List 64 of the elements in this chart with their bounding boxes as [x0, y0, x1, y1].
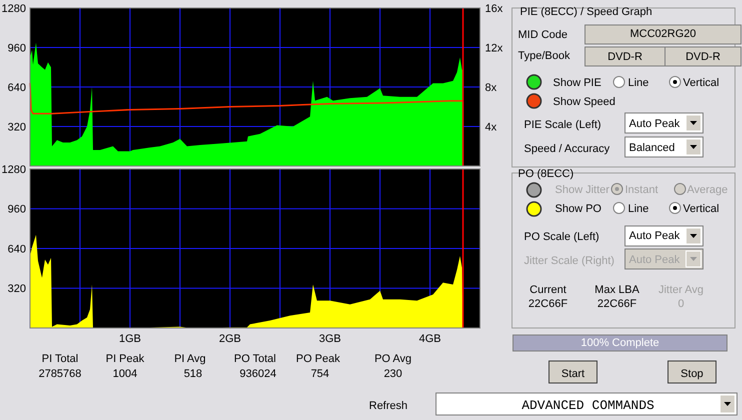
- y-tick-label: 640: [8, 243, 26, 256]
- text: 0: [678, 298, 684, 310]
- text: PO Avg: [374, 353, 412, 365]
- text: PIE (8ECC) / Speed Graph: [520, 6, 652, 18]
- text: Vertical: [683, 77, 720, 89]
- y2-tick-label: 4x: [485, 121, 498, 134]
- text: Balanced: [629, 142, 675, 154]
- text: MCC02RG20: [630, 28, 696, 40]
- text: 230: [384, 368, 402, 380]
- text: Vertical: [683, 203, 720, 215]
- text: MID Code: [518, 29, 568, 41]
- y2-tick-label: 8x: [485, 82, 498, 94]
- text: Average: [687, 184, 728, 196]
- x-tick-label: 1GB: [118, 333, 142, 345]
- text: DVD-R: [608, 51, 642, 63]
- y-tick-label: 640: [8, 82, 26, 94]
- text: Refresh: [369, 400, 408, 412]
- text: 1004: [112, 368, 138, 380]
- text: PO Total: [234, 353, 276, 365]
- x-tick-label: 4GB: [418, 333, 442, 345]
- text: Show Jitter: [555, 184, 610, 196]
- y-tick-label: 320: [8, 121, 26, 134]
- text: 22C66F: [597, 298, 637, 310]
- text: 936024: [240, 368, 276, 380]
- text: PO (8ECC): [518, 168, 574, 180]
- y-tick-label: 320: [8, 283, 26, 296]
- x-tick-label: 2GB: [218, 333, 242, 345]
- text: Line: [628, 77, 649, 89]
- text: 2785768: [38, 368, 82, 380]
- y-tick-label: 1280: [2, 2, 26, 15]
- x-tick-label: 3GB: [318, 333, 342, 345]
- text: PI Total: [42, 353, 78, 365]
- text: Jitter Avg: [658, 284, 704, 296]
- text: Instant: [625, 184, 658, 196]
- y-tick-label: 960: [8, 42, 26, 54]
- text: Jitter Scale (Right): [524, 255, 614, 267]
- line-series: [29, 82, 464, 114]
- text: Type/Book: [518, 50, 570, 62]
- text: 22C66F: [528, 298, 568, 310]
- text: Max LBA: [594, 284, 640, 296]
- text: Stop: [680, 368, 704, 380]
- text: PIE Scale (Left): [524, 119, 602, 131]
- text: DVD-R: [686, 51, 720, 63]
- text: Speed / Accuracy: [524, 143, 610, 155]
- text: Line: [628, 203, 649, 215]
- text: Auto Peak: [629, 118, 680, 130]
- y2-tick-label: 16x: [485, 2, 504, 15]
- text: Start: [561, 368, 585, 380]
- text: Current: [530, 284, 566, 296]
- text: 754: [310, 368, 330, 380]
- y-tick-label: 960: [8, 204, 26, 216]
- text: PO Scale (Left): [524, 231, 600, 243]
- text: 518: [184, 368, 202, 380]
- y2-tick-label: 12x: [485, 42, 504, 54]
- text: ADVANCED COMMANDS: [522, 398, 655, 413]
- text: 100% Complete: [580, 337, 660, 349]
- text: PO Peak: [296, 353, 341, 365]
- text: Show Speed: [553, 96, 616, 108]
- text: PI Peak: [106, 353, 145, 365]
- y-tick-label: 1280: [2, 164, 26, 176]
- text: Show PIE: [553, 77, 602, 89]
- text: PI Avg: [174, 353, 206, 365]
- text: Auto Peak: [629, 230, 680, 242]
- text: Show PO: [555, 203, 602, 215]
